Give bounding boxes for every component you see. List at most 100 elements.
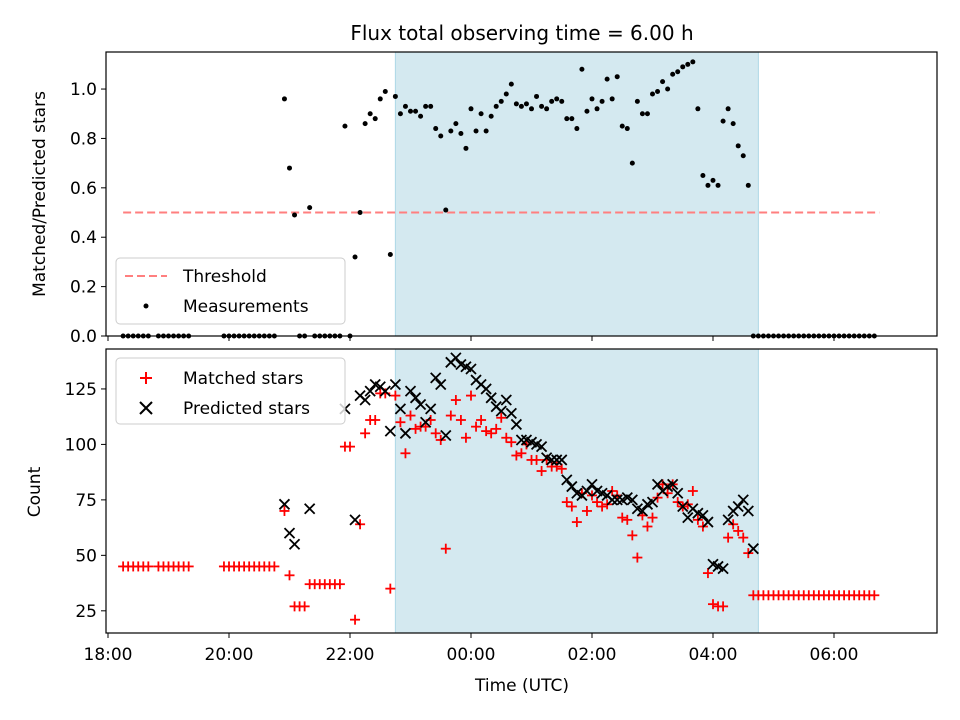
measurement-point — [503, 91, 509, 97]
matched-star-point — [460, 432, 471, 443]
matched-star-point — [360, 428, 371, 439]
matched-star-point — [476, 415, 487, 425]
matched-star-point — [632, 552, 643, 563]
matched-star-point — [718, 601, 729, 612]
bottom-x-ticks: 18:00 20:00 22:00 00:00 02:00 04:00 06:00 — [84, 633, 859, 665]
bottom-y-ticks: 25 50 75 100 125 — [65, 380, 106, 622]
measurement-point — [720, 118, 726, 124]
measurement-point — [458, 130, 464, 136]
top-y-tick-label: 0.4 — [70, 228, 97, 248]
matched-star-point — [390, 390, 401, 401]
predicted-star-point — [702, 516, 714, 528]
measurement-point — [539, 103, 545, 109]
measurement-point — [644, 111, 650, 117]
measurement-point — [387, 252, 393, 258]
matched-star-point — [284, 570, 295, 581]
matched-star-point — [486, 428, 497, 439]
measurement-point — [639, 111, 645, 117]
predicted-star-point — [672, 487, 684, 499]
measurement-point — [438, 133, 444, 139]
matched-star-point — [708, 599, 718, 610]
measurement-point — [619, 123, 625, 129]
predicted-star-point — [304, 503, 316, 515]
predicted-star-point — [586, 478, 598, 490]
predicted-star-point — [450, 352, 462, 364]
measurement-point — [604, 76, 610, 82]
bottom-y-tick-label: 100 — [65, 435, 97, 455]
measurement-point — [453, 121, 459, 127]
predicted-star-point — [465, 363, 477, 375]
matched-star-point — [581, 505, 592, 516]
matched-star-point — [345, 441, 355, 452]
predicted-star-point — [732, 500, 744, 513]
predicted-star-point — [682, 511, 694, 524]
chart-title: Flux total observing time = 6.00 h — [350, 21, 693, 45]
measurement-point — [433, 126, 439, 132]
predicted-star-point — [510, 418, 523, 431]
matched-star-point — [566, 501, 577, 512]
matched-star-point — [536, 466, 547, 477]
predicted-star-point — [667, 478, 679, 490]
measurement-point — [478, 111, 484, 117]
predicted-star-point — [535, 440, 548, 453]
predicted-star-point — [409, 392, 422, 404]
top-y-tick-label: 0.6 — [70, 179, 97, 199]
measurement-point — [594, 106, 600, 112]
x-tick-label: 22:00 — [326, 645, 375, 665]
measurements-legend-swatch — [143, 303, 149, 309]
bottom-axes-frame — [105, 348, 938, 634]
predicted-star-point — [419, 416, 432, 428]
measurement-point — [634, 98, 640, 104]
measurement-point — [518, 103, 524, 109]
top-legend-box — [115, 257, 346, 325]
measurement-point — [382, 89, 388, 95]
top-x-ticks — [107, 336, 835, 341]
predicted-star-point — [581, 485, 593, 497]
measurement-point — [367, 111, 373, 117]
bottom-panel: 25 50 75 100 125 18:00 20:00 22:00 00:00 02:00 04… — [25, 348, 938, 696]
predicted-star-point — [651, 478, 664, 490]
matched-star-point — [738, 532, 749, 543]
predicted-star-point — [556, 454, 568, 466]
matched-star-point — [466, 390, 476, 401]
matched-legend-swatch — [140, 372, 152, 384]
predicted-star-point — [626, 494, 638, 506]
measurement-point — [473, 128, 479, 134]
measurement-point — [352, 254, 358, 260]
matched-star-point — [702, 568, 713, 579]
predicted-star-point — [278, 498, 291, 510]
measurement-point — [493, 103, 499, 109]
x-axis-label: Time (UTC) — [474, 676, 569, 696]
measurement-point — [418, 113, 424, 119]
bottom-y-tick-label: 75 — [75, 491, 97, 511]
measurement-point — [534, 93, 540, 99]
predicted-star-point — [677, 500, 689, 513]
matched-star-point — [506, 437, 517, 448]
matched-star-point — [516, 448, 527, 459]
predicted-legend-swatch — [139, 401, 153, 415]
x-tick-label: 00:00 — [447, 645, 496, 665]
predicted-star-point — [283, 527, 296, 539]
threshold-legend-label: Threshold — [182, 267, 267, 287]
measurement-point — [498, 98, 504, 104]
top-panel: 0.0 0.2 0.4 0.6 0.8 1.0 Threshold Measurement… — [30, 21, 938, 347]
bottom-y-tick-label: 125 — [65, 380, 97, 400]
matched-star-point — [556, 463, 567, 474]
measurement-point — [292, 212, 298, 218]
predicted-star-point — [505, 407, 517, 419]
matched-star-point — [405, 410, 416, 421]
predicted-star-point — [394, 403, 407, 415]
predicted-star-point — [430, 372, 442, 384]
matched-star-point — [642, 521, 653, 532]
measurement-point — [624, 126, 630, 132]
measurement-point — [710, 177, 716, 183]
predicted-star-point — [636, 505, 649, 517]
top-y-tick-label: 0.2 — [70, 278, 97, 298]
matched-star-point — [455, 415, 466, 425]
measurement-point — [463, 145, 469, 151]
measurement-point — [690, 59, 696, 65]
matched-legend-label: Matched stars — [183, 369, 303, 389]
matched-star-point — [450, 395, 461, 406]
predicted-star-point — [561, 474, 573, 486]
measurement-point — [508, 81, 514, 87]
